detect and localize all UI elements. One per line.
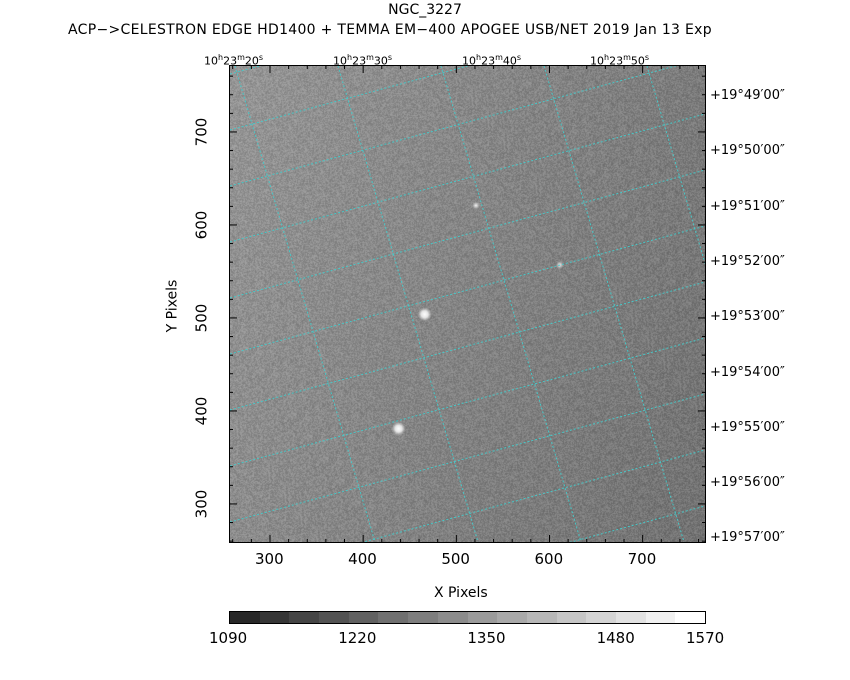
ra-grid-line — [646, 66, 705, 265]
ra-grid-line — [234, 66, 376, 542]
y-tick-label: 600 — [192, 210, 211, 240]
colorbar — [229, 611, 706, 624]
observation-subtitle: ACP−>CELESTRON EDGE HD1400 + TEMMA EM−40… — [68, 22, 712, 38]
colorbar-segment — [615, 612, 646, 623]
dec-tick-label: +19°53′00″ — [710, 309, 785, 325]
colorbar-tick-label: 1220 — [338, 629, 377, 647]
dec-grid-line — [230, 281, 705, 411]
x-tick-label: 500 — [441, 550, 470, 568]
ra-grid-line — [337, 66, 479, 542]
dec-tick-label: +19°55′00″ — [710, 419, 785, 435]
ra-tick-label: 10h23m20s — [204, 53, 264, 68]
dec-grid-line — [569, 505, 705, 542]
x-axis-label: X Pixels — [434, 585, 488, 601]
colorbar-segment — [497, 612, 527, 623]
dec-tick-label: +19°57′00″ — [710, 530, 785, 546]
colorbar-tick-label: 1570 — [686, 629, 725, 647]
x-tick-label: 700 — [627, 550, 657, 568]
dec-tick-label: +19°51′00″ — [710, 198, 785, 214]
colorbar-segment — [467, 612, 498, 623]
dec-grid-line — [230, 113, 705, 243]
colorbar-segment — [289, 612, 320, 623]
dec-grid-line — [230, 66, 678, 187]
coordinate-grid — [230, 66, 705, 542]
colorbar-tick-label: 1480 — [596, 629, 635, 647]
x-tick-label: 300 — [254, 550, 284, 568]
colorbar-segment — [586, 612, 616, 623]
object-title: NGC_3227 — [388, 2, 462, 18]
dec-tick-label: +19°56′00″ — [710, 475, 785, 491]
ra-tick-label: 10h23m30s — [333, 53, 393, 68]
colorbar-segment — [230, 612, 260, 623]
y-tick-label: 300 — [192, 489, 211, 519]
y-axis-label: Y Pixels — [164, 279, 181, 333]
colorbar-segment — [556, 612, 587, 623]
colorbar-tick-label: 1090 — [209, 629, 248, 647]
ra-grid-line — [440, 66, 582, 542]
y-tick-label: 500 — [192, 303, 211, 333]
dec-grid-line — [230, 337, 705, 467]
colorbar-segment — [319, 612, 349, 623]
sky-image-canvas — [230, 66, 705, 542]
colorbar-segment — [645, 612, 676, 623]
dec-grid-line — [230, 225, 705, 355]
dec-grid-line — [361, 449, 705, 542]
dec-grid-line — [230, 169, 705, 299]
colorbar-segment — [408, 612, 438, 623]
x-tick-label: 600 — [534, 550, 564, 568]
dec-grid-line — [230, 393, 705, 523]
ra-grid-line — [543, 66, 685, 542]
ra-tick-label: 10h23m40s — [462, 53, 522, 68]
dec-tick-label: +19°50′00″ — [710, 143, 785, 159]
dec-grid-line — [230, 66, 470, 131]
colorbar-segment — [259, 612, 290, 623]
dec-tick-label: +19°54′00″ — [710, 364, 785, 380]
colorbar-tick-label: 1350 — [467, 629, 506, 647]
sky-image[interactable] — [229, 65, 706, 543]
colorbar-segment — [437, 612, 468, 623]
y-tick-label: 700 — [192, 117, 211, 147]
colorbar-segment — [526, 612, 557, 623]
dec-tick-label: +19°52′00″ — [710, 253, 785, 269]
x-tick-label: 400 — [348, 550, 377, 568]
colorbar-segment — [378, 612, 409, 623]
dec-grid-line — [230, 66, 262, 75]
colorbar-segment — [348, 612, 379, 623]
y-tick-label: 400 — [192, 396, 211, 426]
ra-tick-label: 10h23m50s — [590, 53, 650, 68]
colorbar-segment — [675, 612, 705, 623]
dec-tick-label: +19°49′00″ — [710, 88, 785, 103]
